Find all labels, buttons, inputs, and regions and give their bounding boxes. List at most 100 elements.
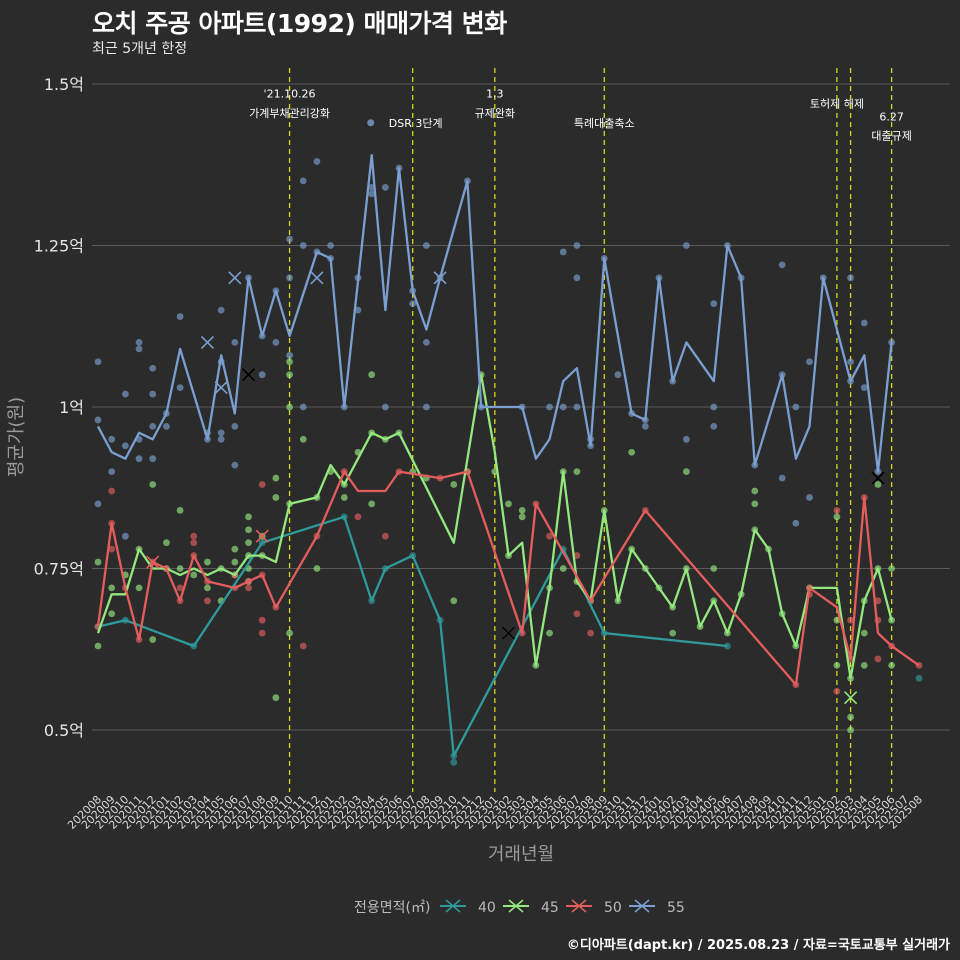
data-point-45: [135, 584, 143, 592]
data-point-55: [163, 422, 170, 430]
data-point-55: [573, 242, 581, 249]
y-tick-label: 1억: [59, 398, 84, 417]
legend-label: 50: [604, 900, 622, 916]
data-point-55: [286, 351, 293, 359]
data-point-55: [327, 242, 335, 249]
series-line-40: [97, 515, 728, 757]
data-point-45: [710, 565, 718, 572]
data-point-55: [286, 235, 293, 243]
grid-layer: [92, 83, 950, 731]
cross-stroke: [241, 368, 256, 382]
data-point-45: [286, 371, 293, 379]
data-point-50: [847, 616, 854, 624]
y-axis-title: 평균가(원): [6, 397, 27, 477]
data-point-45: [833, 616, 841, 624]
data-point-55: [149, 390, 157, 398]
cross-markers: [146, 271, 885, 705]
event-label: 토허제 해제: [810, 96, 864, 110]
legend-item-40[interactable]: 40: [440, 899, 496, 916]
data-point-45: [286, 629, 293, 637]
data-point-55: [559, 403, 567, 411]
data-point-55: [217, 435, 225, 443]
data-point-50: [833, 687, 841, 695]
data-point-45: [94, 642, 102, 650]
data-point-55: [135, 345, 143, 353]
data-point-45: [669, 629, 677, 637]
data-point-55: [299, 242, 307, 249]
cross-marker-black: [871, 471, 885, 485]
data-point-55: [94, 358, 102, 366]
legend-swatch-cross: [508, 899, 524, 913]
data-point-55: [409, 300, 417, 308]
data-point-55: [546, 403, 553, 411]
data-point-55: [94, 500, 102, 508]
legend-swatch-cross: [634, 899, 650, 913]
legend-item-55[interactable]: 55: [629, 899, 685, 916]
data-point-55: [682, 242, 690, 249]
data-point-55: [806, 358, 813, 366]
data-point-55: [847, 358, 854, 366]
data-point-55: [121, 532, 129, 540]
event-label: '21.10.26: [264, 88, 316, 101]
data-point-55: [559, 248, 567, 256]
data-point-55: [860, 384, 868, 392]
data-point-45: [874, 481, 882, 488]
data-point-50: [258, 481, 266, 488]
data-point-50: [258, 616, 266, 624]
data-point-45: [860, 662, 868, 669]
legend-item-50[interactable]: 50: [566, 899, 622, 916]
data-point-45: [163, 539, 170, 547]
y-tick-label: 1.25억: [34, 237, 84, 256]
data-point-45: [176, 565, 184, 572]
data-point-45: [847, 713, 854, 721]
data-point-55: [710, 300, 718, 308]
cross-marker-50: [146, 555, 160, 569]
data-point-55: [149, 455, 157, 463]
data-point-55: [149, 364, 157, 372]
legend-label: 40: [478, 900, 496, 916]
data-point-45: [450, 597, 458, 605]
data-point-50: [573, 610, 581, 618]
data-point-55: [354, 306, 362, 314]
data-point-50: [573, 552, 581, 559]
data-point-45: [286, 403, 293, 411]
data-point-45: [108, 610, 116, 618]
data-point-45: [450, 481, 458, 488]
data-point-45: [272, 694, 280, 702]
data-point-55: [176, 384, 184, 392]
data-point-50: [204, 597, 211, 605]
data-point-55: [778, 474, 786, 482]
data-point-55: [381, 403, 389, 411]
data-point-45: [368, 500, 376, 508]
data-point-55: [778, 261, 786, 269]
data-point-45: [682, 468, 690, 475]
source-caption: ©디아파트(dapt.kr) / 2025.08.23 / 자료=국토교통부 실…: [566, 938, 950, 953]
data-point-55: [423, 403, 430, 411]
data-point-45: [245, 513, 252, 521]
data-point-40: [724, 642, 731, 650]
data-point-45: [286, 358, 293, 366]
cross-marker-55: [433, 271, 447, 285]
event-label: 대출규제: [871, 130, 911, 143]
data-point-40: [450, 758, 458, 766]
cross-marker-45: [844, 691, 858, 705]
cross-stroke: [844, 691, 858, 705]
data-point-40: [915, 674, 923, 682]
data-point-55: [860, 319, 868, 327]
data-point-45: [833, 662, 841, 669]
series-line-55: [96, 153, 893, 473]
cross-stroke: [228, 271, 242, 285]
data-point-45: [204, 584, 211, 592]
legend-item-45[interactable]: 45: [503, 899, 559, 916]
data-point-45: [559, 565, 567, 572]
legend[interactable]: 전용면적(㎡) 40 45 50 55: [354, 899, 685, 916]
data-point-55: [792, 403, 800, 411]
data-point-55: [381, 183, 389, 191]
data-point-50: [874, 655, 882, 663]
data-point-45: [231, 545, 239, 553]
data-point-55: [135, 455, 143, 463]
data-point-45: [573, 468, 581, 475]
data-point-55: [231, 461, 239, 469]
data-point-55: [231, 422, 239, 430]
data-point-45: [888, 565, 896, 572]
